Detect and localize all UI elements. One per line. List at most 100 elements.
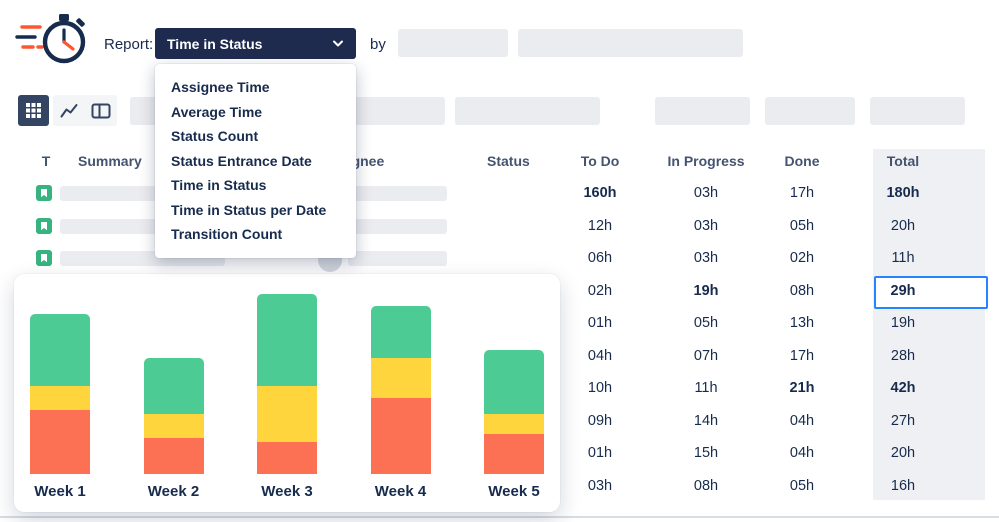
cell-total-row-3[interactable]: 11h — [891, 250, 915, 266]
cell-todo-row-2[interactable]: 12h — [587, 217, 613, 234]
report-type-dropdown-value: Time in Status — [167, 35, 263, 52]
bottom-divider — [0, 516, 999, 518]
report-type-dropdown[interactable]: Time in Status — [155, 28, 356, 59]
cell-in-progress-row-8[interactable]: 14h — [693, 412, 719, 429]
group-by-field-2[interactable] — [518, 29, 743, 57]
grid-icon — [26, 103, 41, 118]
cell-total-row-7[interactable]: 42h — [890, 380, 916, 396]
menu-item-assignee-time[interactable]: Assignee Time — [171, 79, 270, 95]
bar-segment-green-top — [30, 314, 90, 386]
column-header-status: Status — [487, 153, 530, 169]
menu-item-transition-count[interactable]: Transition Count — [171, 226, 283, 242]
bar-week-1[interactable]: Week 1 — [30, 314, 90, 500]
cell-done-row-8[interactable]: 04h — [789, 412, 815, 429]
bar-stack — [30, 314, 90, 474]
cell-in-progress-row-4[interactable]: 19h — [693, 282, 719, 299]
column-header-summary: Summary — [78, 153, 142, 169]
cell-in-progress-row-10[interactable]: 08h — [693, 477, 719, 494]
menu-item-status-entrance-date[interactable]: Status Entrance Date — [171, 152, 312, 169]
filter-field-5[interactable] — [870, 97, 965, 125]
cell-total-row-9[interactable]: 20h — [890, 445, 916, 461]
cell-done-row-6[interactable]: 17h — [789, 347, 815, 364]
cell-todo-row-9[interactable]: 01h — [587, 445, 613, 461]
filter-field-3[interactable] — [655, 97, 750, 125]
cell-total-row-8[interactable]: 27h — [890, 412, 916, 429]
bar-week-3[interactable]: Week 3 — [257, 294, 317, 500]
menu-item-time-in-status[interactable]: Time in Status — [171, 177, 267, 193]
cell-in-progress-row-5[interactable]: 05h — [693, 315, 719, 331]
cell-done-row-2[interactable]: 05h — [789, 217, 815, 234]
bar-week-5[interactable]: Week 5 — [484, 350, 544, 500]
view-toggle-group — [53, 95, 117, 126]
cell-total-row-4[interactable]: 29h — [890, 282, 916, 299]
cell-total-row-6[interactable]: 28h — [890, 347, 916, 364]
cell-done-row-4[interactable]: 08h — [789, 282, 815, 299]
selected-total-cell[interactable] — [874, 276, 988, 309]
cell-done-row-9[interactable]: 04h — [789, 445, 815, 461]
bar-segment-yellow-middle — [484, 414, 544, 434]
filter-field-4[interactable] — [765, 97, 855, 125]
column-header-total: Total — [886, 153, 920, 169]
cell-in-progress-row-9[interactable]: 15h — [693, 445, 719, 461]
cell-todo-row-1[interactable]: 160h — [583, 185, 617, 201]
cell-todo-row-7[interactable]: 10h — [587, 380, 613, 396]
total-column-background — [873, 149, 985, 500]
stopwatch-logo-icon — [15, 14, 86, 64]
cell-in-progress-row-1[interactable]: 03h — [693, 185, 719, 201]
cell-in-progress-row-3[interactable]: 03h — [693, 250, 719, 266]
chart-view-button[interactable] — [53, 95, 85, 126]
cell-done-row-3[interactable]: 02h — [789, 250, 815, 266]
cell-todo-row-6[interactable]: 04h — [587, 347, 613, 364]
menu-item-time-in-status-per-date[interactable]: Time in Status per Date — [171, 201, 327, 218]
board-icon — [91, 103, 111, 119]
bar-segment-yellow-middle — [257, 386, 317, 442]
cell-todo-row-10[interactable]: 03h — [587, 477, 613, 494]
cell-todo-row-8[interactable]: 09h — [587, 412, 613, 429]
cell-total-row-10[interactable]: 16h — [890, 477, 916, 494]
story-icon — [36, 250, 52, 266]
story-icon — [36, 217, 52, 234]
chevron-down-icon — [332, 40, 344, 48]
bar-segment-green-top — [143, 358, 204, 414]
cell-total-row-2[interactable]: 20h — [890, 217, 916, 234]
bar-week-2[interactable]: Week 2 — [143, 358, 204, 500]
app-logo — [14, 8, 98, 75]
bar-label: Week 1 — [34, 483, 86, 500]
bar-segment-yellow-middle — [30, 386, 90, 410]
bar-label: Week 4 — [374, 483, 427, 500]
cell-done-row-10[interactable]: 05h — [789, 477, 815, 494]
redacted-text-bar — [348, 251, 447, 266]
cell-done-row-5[interactable]: 13h — [789, 315, 815, 331]
cell-todo-row-4[interactable]: 02h — [587, 282, 613, 299]
bar-segment-orange-bottom — [370, 398, 431, 474]
cell-todo-row-5[interactable]: 01h — [587, 315, 613, 331]
bar-segment-orange-bottom — [484, 434, 544, 474]
bar-stack — [143, 358, 204, 474]
filter-field-2[interactable] — [455, 97, 600, 125]
grid-view-button[interactable] — [18, 95, 49, 126]
bar-week-4[interactable]: Week 4 — [370, 306, 431, 500]
cell-in-progress-row-7[interactable]: 11h — [694, 380, 718, 396]
cell-done-row-7[interactable]: 21h — [789, 380, 815, 396]
group-by-field-1[interactable] — [398, 29, 508, 57]
board-view-button[interactable] — [85, 95, 117, 126]
bar-segment-orange-bottom — [257, 442, 317, 474]
bar-segment-orange-bottom — [30, 410, 90, 474]
cell-total-row-1[interactable]: 180h — [886, 185, 920, 201]
menu-item-status-count[interactable]: Status Count — [171, 128, 259, 144]
stacked-bar-chart: Week 1 Week 2 Week 3 Week 4 Week 5 — [30, 294, 544, 500]
cell-todo-row-3[interactable]: 06h — [587, 250, 613, 266]
column-header-done: Done — [784, 153, 820, 169]
cell-total-row-5[interactable]: 19h — [890, 315, 916, 331]
cell-in-progress-row-6[interactable]: 07h — [693, 347, 719, 364]
bar-label: Week 5 — [488, 483, 540, 500]
cell-in-progress-row-2[interactable]: 03h — [693, 217, 719, 234]
report-label: Report: — [104, 36, 154, 53]
bar-segment-green-top — [484, 350, 544, 414]
bar-label: Week 3 — [261, 483, 313, 500]
menu-item-average-time[interactable]: Average Time — [171, 103, 263, 120]
cell-done-row-1[interactable]: 17h — [789, 185, 815, 201]
bar-segment-yellow-middle — [370, 358, 431, 398]
bar-stack — [370, 306, 431, 474]
